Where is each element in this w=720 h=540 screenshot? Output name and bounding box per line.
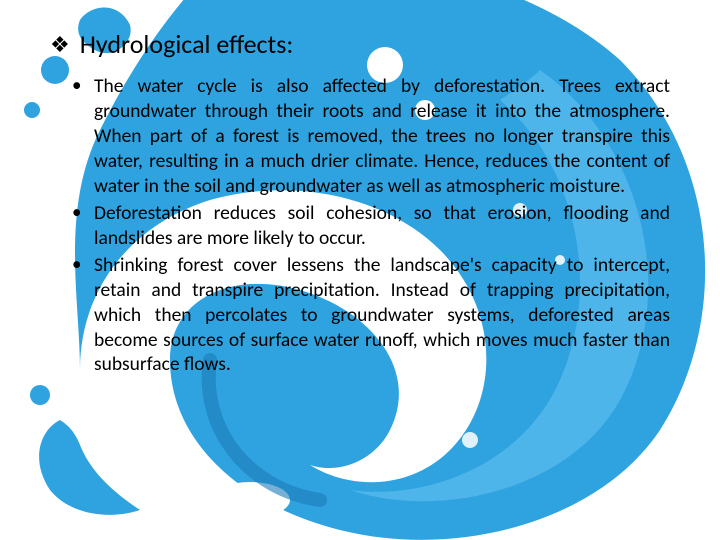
list-item: The water cycle is also affected by defo… [68,74,670,199]
bullet-list: The water cycle is also affected by defo… [50,74,670,377]
list-item: Shrinking forest cover lessens the lands… [68,253,670,378]
diamond-bullet-icon: ❖ [50,31,70,58]
slide-heading: ❖ Hydrological effects: [50,28,670,60]
slide-content: ❖ Hydrological effects: The water cycle … [0,0,720,399]
heading-text: Hydrological effects: [80,28,294,60]
list-item: Deforestation reduces soil cohesion, so … [68,201,670,251]
